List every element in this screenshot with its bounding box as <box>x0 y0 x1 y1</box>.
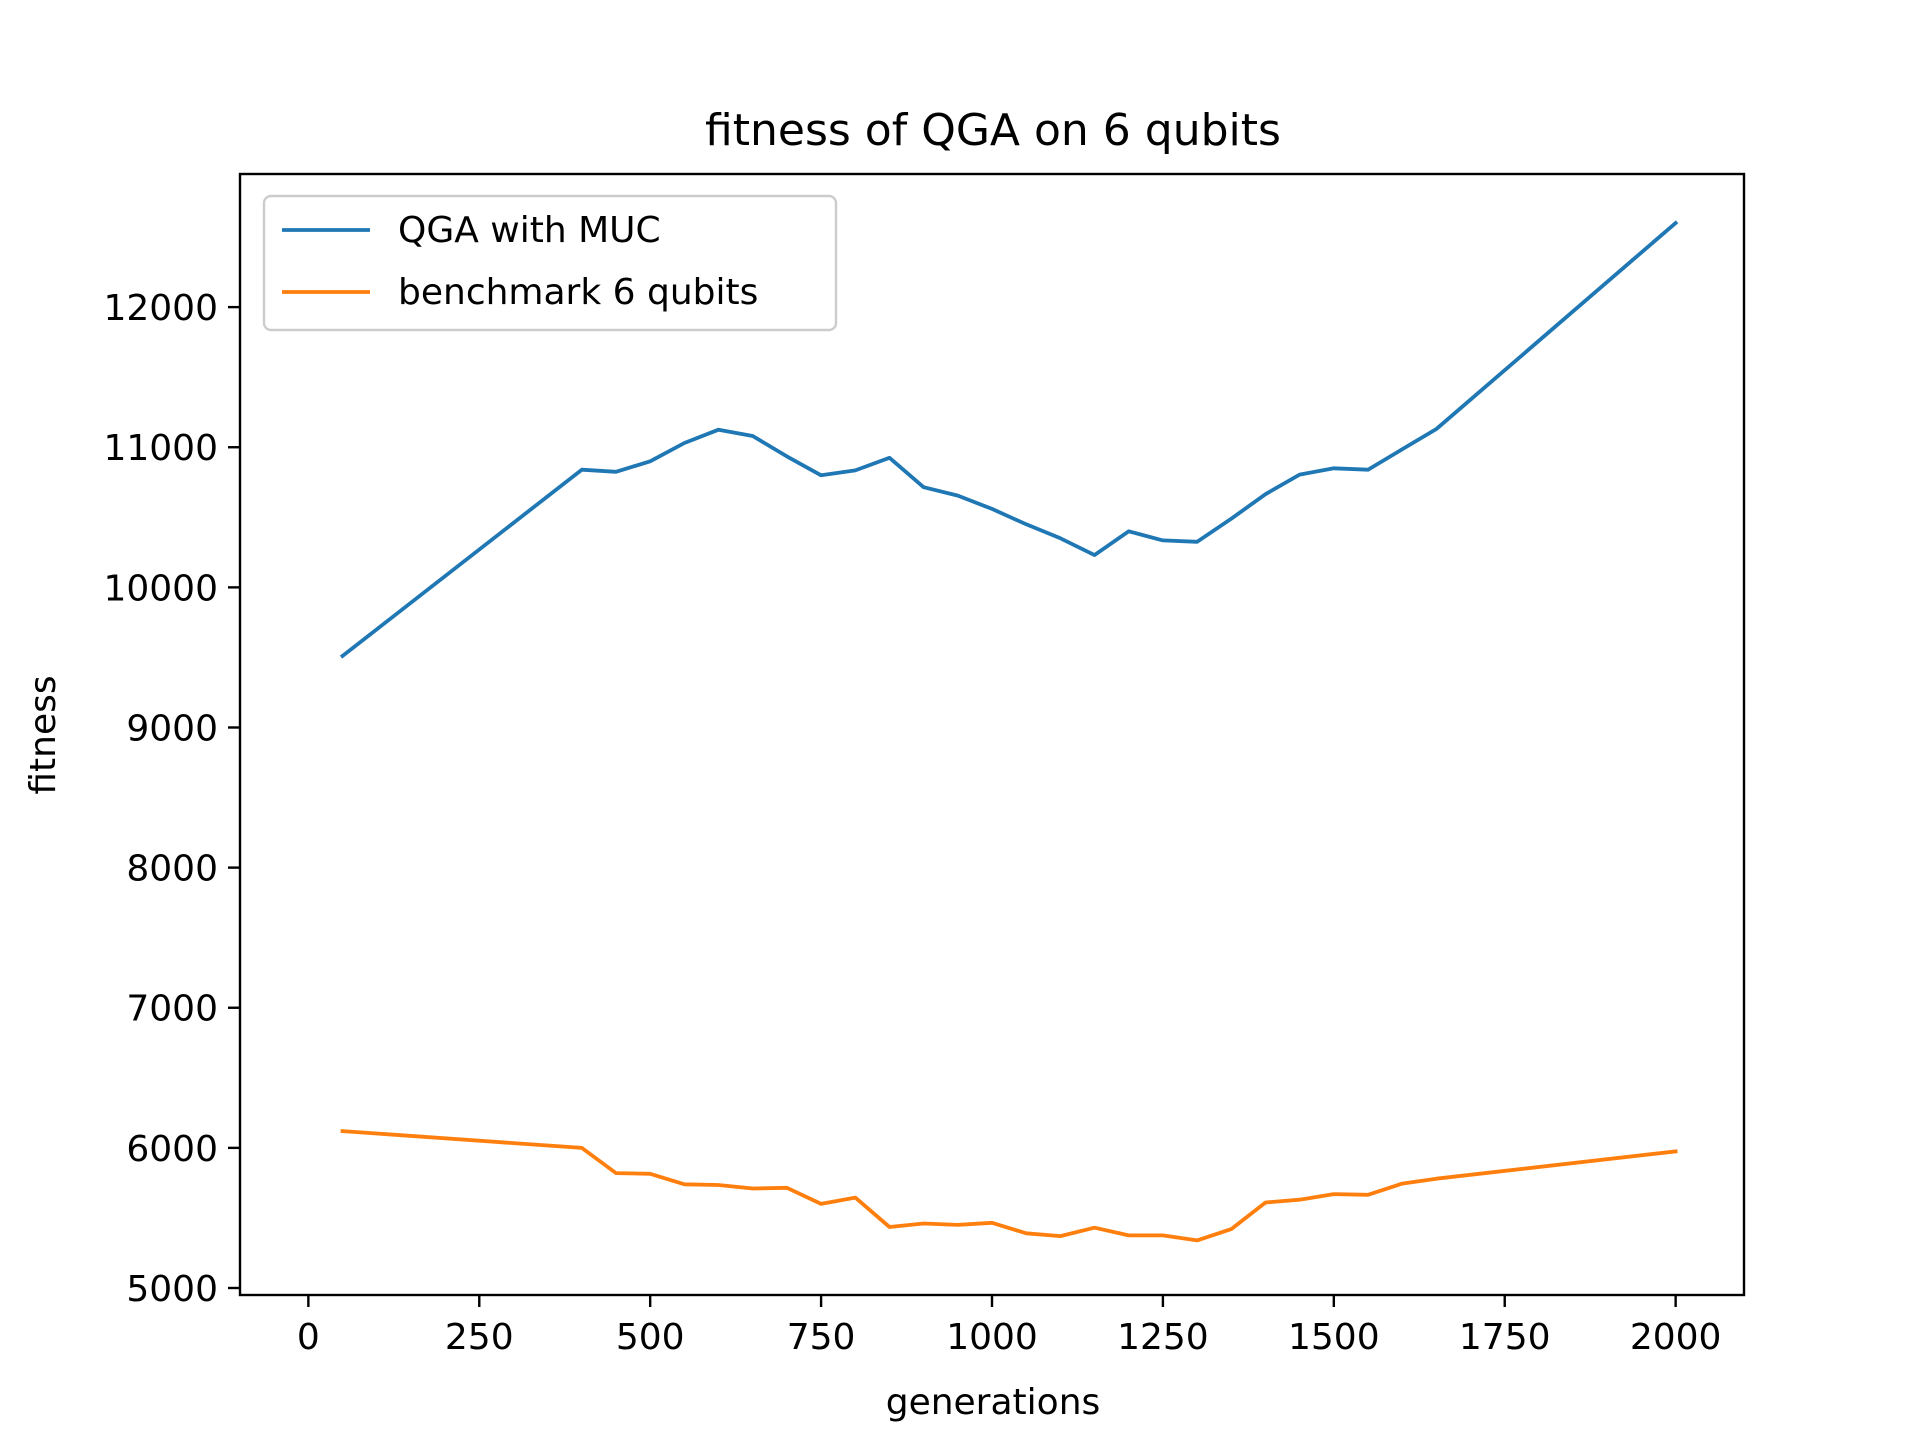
y-tick-label: 10000 <box>103 568 218 609</box>
series-layer <box>339 220 1679 1243</box>
y-tick-label: 9000 <box>126 708 218 749</box>
x-tick-label: 1500 <box>1288 1317 1380 1358</box>
x-tick-label: 500 <box>616 1317 685 1358</box>
plot-background <box>240 174 1744 1295</box>
legend: QGA with MUC benchmark 6 qubits <box>262 194 838 332</box>
x-tick-label: 2000 <box>1630 1317 1722 1358</box>
x-tick-label: 1000 <box>946 1317 1038 1358</box>
x-tick-label: 750 <box>787 1317 856 1358</box>
y-tick-label: 6000 <box>126 1129 218 1170</box>
x-axis: 0 250 500 750 1000 1250 1500 1750 2000 <box>297 1295 1722 1358</box>
y-tick-label: 11000 <box>103 428 218 469</box>
x-tick-label: 0 <box>297 1317 320 1358</box>
legend-label-1: QGA with MUC <box>398 210 661 251</box>
chart-title: fitness of QGA on 6 qubits <box>705 105 1281 156</box>
plot-area <box>238 172 1746 1297</box>
series-line-2 <box>340 1129 1678 1243</box>
y-tick-label: 8000 <box>126 849 218 890</box>
legend-label-2: benchmark 6 qubits <box>398 272 758 313</box>
y-axis: 5000 6000 7000 8000 9000 10000 11000 12000 <box>103 288 240 1310</box>
y-axis-label: fitness <box>23 675 64 794</box>
y-tick-label: 12000 <box>103 288 218 329</box>
x-tick-label: 1250 <box>1117 1317 1209 1358</box>
y-tick-label: 7000 <box>126 989 218 1030</box>
series-line-1 <box>339 220 1679 659</box>
x-tick-label: 1750 <box>1459 1317 1551 1358</box>
legend-box <box>262 194 838 332</box>
y-tick-label: 5000 <box>126 1269 218 1310</box>
x-tick-label: 250 <box>445 1317 514 1358</box>
x-axis-label: generations <box>886 1382 1101 1423</box>
